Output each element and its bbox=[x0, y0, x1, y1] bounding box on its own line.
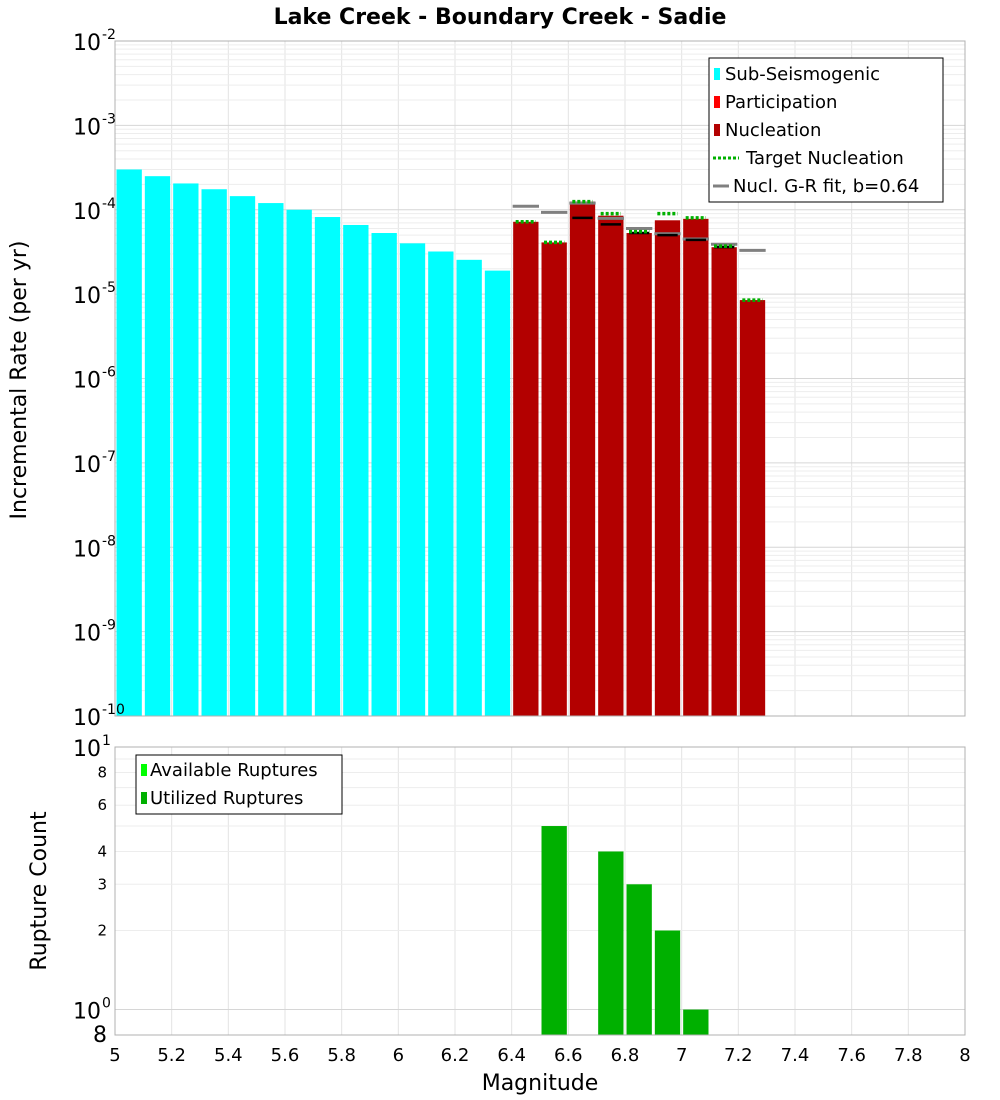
legend-swatch bbox=[141, 764, 147, 776]
top-y-tick-exponent: -4 bbox=[102, 196, 116, 212]
top-y-tick-exponent: -10 bbox=[102, 702, 125, 718]
bottom-y-tick-label: 10 bbox=[73, 1000, 101, 1025]
top-y-tick-exponent: -6 bbox=[102, 365, 116, 381]
top-y-axis-label: Incremental Rate (per yr) bbox=[7, 241, 32, 520]
nucleation-bar bbox=[711, 247, 737, 716]
legend-label: Available Ruptures bbox=[150, 760, 318, 781]
bottom-y-minor-tick-label: 2 bbox=[97, 922, 107, 940]
sub-seismogenic-bar bbox=[428, 251, 454, 716]
top-plot-border bbox=[114, 40, 966, 717]
legend-swatch bbox=[714, 68, 720, 80]
legend-label: Utilized Ruptures bbox=[150, 788, 303, 809]
top-y-tick-label: 10 bbox=[73, 453, 101, 478]
x-tick-label: 6.6 bbox=[554, 1045, 583, 1066]
utilized-ruptures-bar bbox=[541, 826, 567, 1035]
top-y-tick-exponent: -9 bbox=[102, 618, 116, 634]
legend-swatch bbox=[141, 792, 147, 804]
nucleation-bar bbox=[513, 221, 539, 716]
legend-swatch bbox=[714, 124, 720, 136]
x-tick-label: 7.6 bbox=[837, 1045, 866, 1066]
nucleation-bar bbox=[598, 215, 624, 717]
nucleation-bar bbox=[626, 233, 652, 716]
x-tick-label: 5.6 bbox=[271, 1045, 300, 1066]
x-tick-label: 5.8 bbox=[327, 1045, 356, 1066]
sub-seismogenic-bar bbox=[286, 209, 312, 716]
sub-seismogenic-bar bbox=[201, 189, 227, 717]
bottom-y-tick-label: 8 bbox=[93, 1023, 107, 1048]
sub-seismogenic-bar bbox=[484, 270, 511, 716]
nucleation-bar bbox=[739, 300, 766, 716]
legend-label: Nucleation bbox=[725, 120, 821, 141]
nucleation-bar bbox=[541, 242, 567, 716]
top-y-tick-exponent: -5 bbox=[102, 280, 116, 296]
bottom-y-tick-label: 10 bbox=[73, 737, 101, 762]
bottom-y-tick-exponent: 1 bbox=[102, 733, 111, 749]
sub-seismogenic-bar bbox=[314, 217, 341, 716]
x-tick-label: 5 bbox=[109, 1045, 120, 1066]
sub-seismogenic-bar bbox=[371, 233, 397, 716]
top-y-tick-label: 10 bbox=[73, 537, 101, 562]
nucleation-bar bbox=[569, 201, 596, 716]
top-y-tick-label: 10 bbox=[73, 115, 101, 140]
utilized-ruptures-bar bbox=[626, 884, 652, 1035]
top-y-tick-label: 10 bbox=[73, 284, 101, 309]
bottom-y-minor-tick-label: 3 bbox=[97, 875, 107, 893]
x-axis-label: Magnitude bbox=[482, 1071, 599, 1096]
legend-label: Participation bbox=[725, 92, 837, 113]
bottom-y-minor-tick-label: 4 bbox=[97, 842, 107, 860]
top-y-tick-label: 10 bbox=[73, 706, 101, 731]
bottom-y-tick-exponent: 0 bbox=[102, 996, 111, 1012]
x-tick-label: 6.2 bbox=[441, 1045, 470, 1066]
nucleation-bar bbox=[654, 220, 681, 717]
sub-seismogenic-bar bbox=[343, 224, 369, 716]
top-y-tick-exponent: -2 bbox=[102, 27, 116, 43]
legend-label: Sub-Seismogenic bbox=[725, 64, 880, 85]
x-tick-label: 8 bbox=[959, 1045, 970, 1066]
top-y-tick-label: 10 bbox=[73, 31, 101, 56]
bottom-y-axis-label: Rupture Count bbox=[27, 811, 52, 971]
x-tick-label: 6.4 bbox=[497, 1045, 526, 1066]
bottom-plot-border bbox=[114, 746, 966, 1036]
bottom-y-minor-tick-label: 8 bbox=[97, 763, 107, 781]
x-tick-label: 5.4 bbox=[214, 1045, 243, 1066]
legend-label: Nucl. G-R fit, b=0.64 bbox=[733, 176, 919, 197]
legend-label: Target Nucleation bbox=[745, 148, 904, 169]
sub-seismogenic-bar bbox=[173, 183, 199, 716]
sub-seismogenic-bar bbox=[258, 203, 284, 716]
sub-seismogenic-bar bbox=[399, 243, 426, 717]
top-legend bbox=[708, 57, 944, 203]
chart-title: Lake Creek - Boundary Creek - Sadie bbox=[274, 5, 727, 30]
bottom-y-minor-tick-label: 6 bbox=[97, 796, 107, 814]
top-y-tick-label: 10 bbox=[73, 200, 101, 225]
top-y-tick-label: 10 bbox=[73, 369, 101, 394]
utilized-ruptures-bar bbox=[654, 930, 681, 1035]
x-tick-label: 7 bbox=[676, 1045, 687, 1066]
x-tick-label: 7.2 bbox=[724, 1045, 753, 1066]
top-y-tick-label: 10 bbox=[73, 622, 101, 647]
top-y-tick-exponent: -3 bbox=[102, 111, 116, 127]
bottom-legend bbox=[135, 754, 343, 815]
x-tick-label: 6.8 bbox=[611, 1045, 640, 1066]
x-tick-label: 5.2 bbox=[157, 1045, 186, 1066]
utilized-ruptures-bar bbox=[598, 851, 624, 1035]
sub-seismogenic-bar bbox=[456, 259, 482, 716]
x-tick-label: 7.4 bbox=[781, 1045, 810, 1066]
nucleation-bar bbox=[683, 218, 709, 716]
sub-seismogenic-bar bbox=[229, 196, 256, 716]
x-tick-label: 7.8 bbox=[894, 1045, 923, 1066]
utilized-ruptures-bar bbox=[683, 1009, 709, 1035]
x-tick-label: 6 bbox=[393, 1045, 404, 1066]
legend-swatch bbox=[714, 96, 720, 108]
top-y-tick-exponent: -7 bbox=[102, 449, 116, 465]
top-y-tick-exponent: -8 bbox=[102, 533, 116, 549]
sub-seismogenic-bar bbox=[144, 176, 171, 716]
sub-seismogenic-bar bbox=[116, 169, 142, 716]
